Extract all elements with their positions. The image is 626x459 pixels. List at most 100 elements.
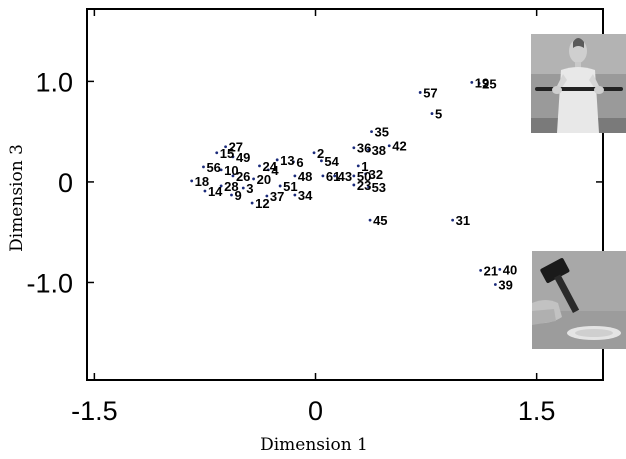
tick-labels: -1.5 0 1.5 1.0 0 -1.0 [26,67,555,426]
x-tick-label: 1.5 [518,396,556,426]
point-label-40: 40 [503,262,517,277]
photo-person-holding-bar [531,34,626,133]
data-point-23 [352,183,356,187]
point-label-3: 3 [246,181,253,196]
data-point-21 [479,269,483,272]
data-point-5 [430,112,434,115]
data-point-38 [367,148,370,152]
point-label-6: 6 [296,155,303,170]
point-label-31: 31 [456,213,470,228]
point-label-53: 53 [372,180,386,195]
point-label-54: 54 [324,154,339,169]
data-point-35 [370,130,373,134]
data-point-39 [493,283,497,286]
point-label-10: 10 [224,163,238,178]
data-point-56 [202,165,205,169]
point-label-24: 24 [262,159,277,174]
data-point-24 [258,164,261,168]
point-label-27: 27 [229,140,243,155]
data-point-50 [352,174,356,178]
data-points [190,80,502,286]
point-label-42: 42 [392,139,406,154]
point-label-37: 37 [270,189,284,204]
point-label-32: 32 [369,167,383,182]
x-tick-label: -1.5 [71,396,118,426]
data-point-12 [250,201,254,205]
point-label-13: 13 [280,153,294,168]
point-label-1: 1 [361,159,368,174]
data-point-49 [231,155,235,159]
data-point-25 [477,82,481,85]
point-label-5: 5 [435,107,442,122]
data-point-20 [252,177,255,181]
point-label-34: 34 [298,188,313,203]
x-axis-label: Dimension 1 [260,435,368,455]
data-point-28 [219,184,223,188]
point-label-14: 14 [208,184,223,199]
point-label-39: 39 [498,277,512,292]
data-point-3 [241,186,245,190]
point-label-26: 26 [236,169,250,184]
point-label-51: 51 [283,179,297,194]
photo-hand-hammer-plate [532,251,626,349]
point-label-23: 23 [357,178,371,193]
data-point-2 [312,151,316,155]
point-label-12: 12 [255,196,269,211]
point-label-48: 48 [298,169,312,184]
data-point-37 [265,194,269,198]
point-label-50: 50 [357,169,371,184]
point-label-15: 15 [220,146,234,161]
data-point-4 [266,168,270,172]
point-label-49: 49 [236,150,250,165]
data-point-48 [293,174,297,178]
data-point-53 [367,185,370,189]
y-tick-label: -1.0 [26,268,73,298]
point-label-61: 61 [326,169,340,184]
point-label-18: 18 [195,174,209,189]
data-point-61 [321,174,325,178]
data-point-10 [219,168,223,172]
data-point-6 [292,160,295,164]
point-label-36: 36 [357,141,371,156]
point-label-25: 25 [482,76,496,91]
plot-border [86,8,604,381]
point-label-4: 4 [271,163,279,178]
data-point-34 [293,193,297,197]
data-point-45 [368,218,372,222]
data-point-32 [364,172,368,176]
y-axis-label: Dimension 3 [7,144,27,252]
y-tick-label: 0 [58,168,73,198]
point-label-9: 9 [234,188,241,203]
point-label-28: 28 [224,179,238,194]
point-label-2: 2 [317,146,324,161]
point-label-35: 35 [375,125,389,140]
data-point-27 [224,145,227,149]
point-label-56: 56 [206,160,220,175]
x-tick-label: 0 [308,396,323,426]
point-label-20: 20 [257,172,271,187]
point-label-19: 19 [475,75,489,90]
point-label-43: 43 [338,169,352,184]
data-point-14 [203,189,207,193]
data-point-54 [320,159,323,163]
data-point-31 [451,218,455,222]
data-point-42 [387,144,391,148]
data-point-51 [278,184,282,188]
data-point-18 [190,179,194,183]
data-point-15 [215,151,219,155]
point-label-45: 45 [373,213,387,228]
data-point-9 [230,193,233,197]
data-point-40 [498,268,502,271]
y-tick-label: 1.0 [35,67,73,97]
data-point-1 [356,164,360,168]
data-point-43 [333,174,337,178]
data-point-36 [352,146,356,150]
data-point-57 [418,91,422,94]
axis-ticks [87,9,603,380]
plot-frame [86,8,604,381]
point-label-57: 57 [423,85,437,100]
point-label-38: 38 [372,143,386,158]
data-point-26 [231,174,235,178]
